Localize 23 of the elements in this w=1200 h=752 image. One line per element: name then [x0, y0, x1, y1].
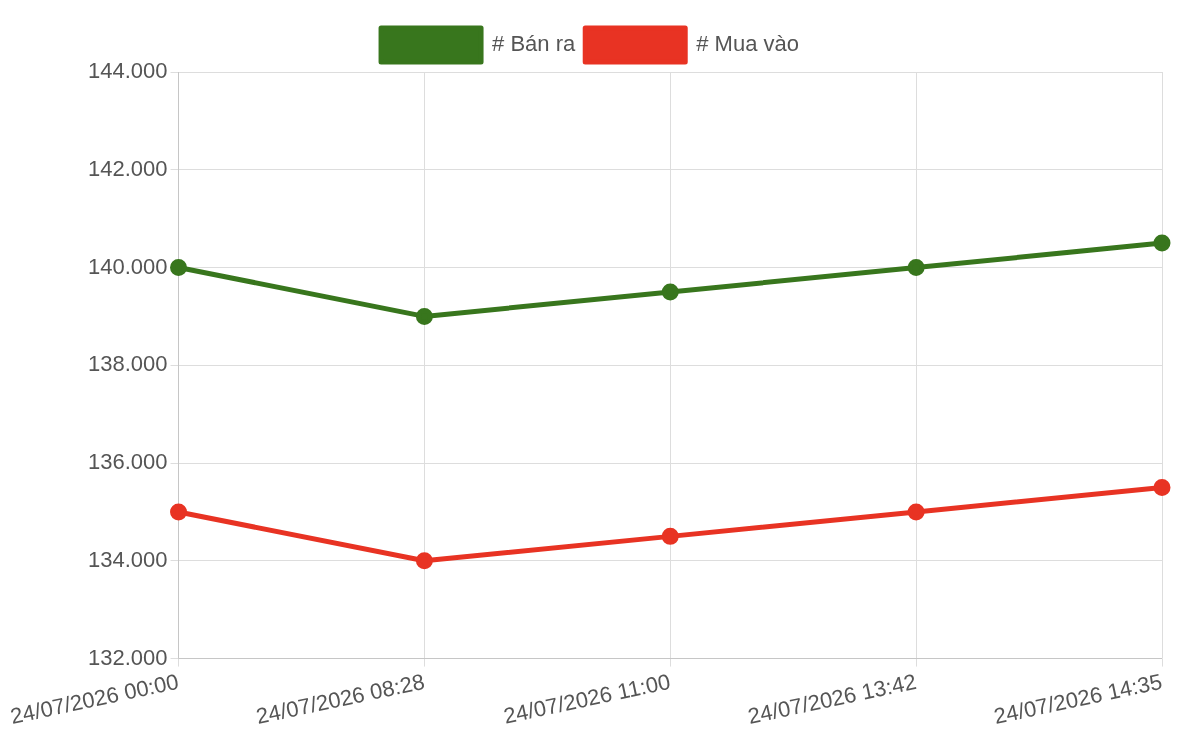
x-tick-label: 24/07/2026 00:00 — [8, 668, 181, 729]
point — [170, 503, 188, 521]
y-tick-label: 136.000 — [88, 449, 168, 475]
legend-label: # Mua vào — [696, 31, 799, 57]
x-tick-label: 24/07/2026 14:35 — [991, 668, 1165, 729]
x-tick-label: 24/07/2026 08:28 — [253, 668, 427, 729]
point — [415, 552, 433, 570]
y-tick-label: 138.000 — [88, 351, 168, 377]
point — [415, 307, 433, 325]
x-tick-label: 24/07/2026 13:42 — [745, 668, 919, 729]
point — [907, 503, 925, 521]
point — [907, 259, 925, 277]
point — [1153, 234, 1171, 252]
point — [170, 259, 188, 277]
point — [1153, 478, 1171, 496]
y-tick-label: 140.000 — [88, 253, 168, 279]
point — [661, 283, 679, 301]
y-tick-label: 134.000 — [88, 546, 168, 572]
y-tick-label: 144.000 — [88, 58, 168, 84]
y-tick-label: 142.000 — [88, 155, 168, 181]
y-tick-label: 132.000 — [88, 644, 168, 670]
legend-label: # Bán ra — [492, 31, 576, 57]
point — [661, 527, 679, 545]
